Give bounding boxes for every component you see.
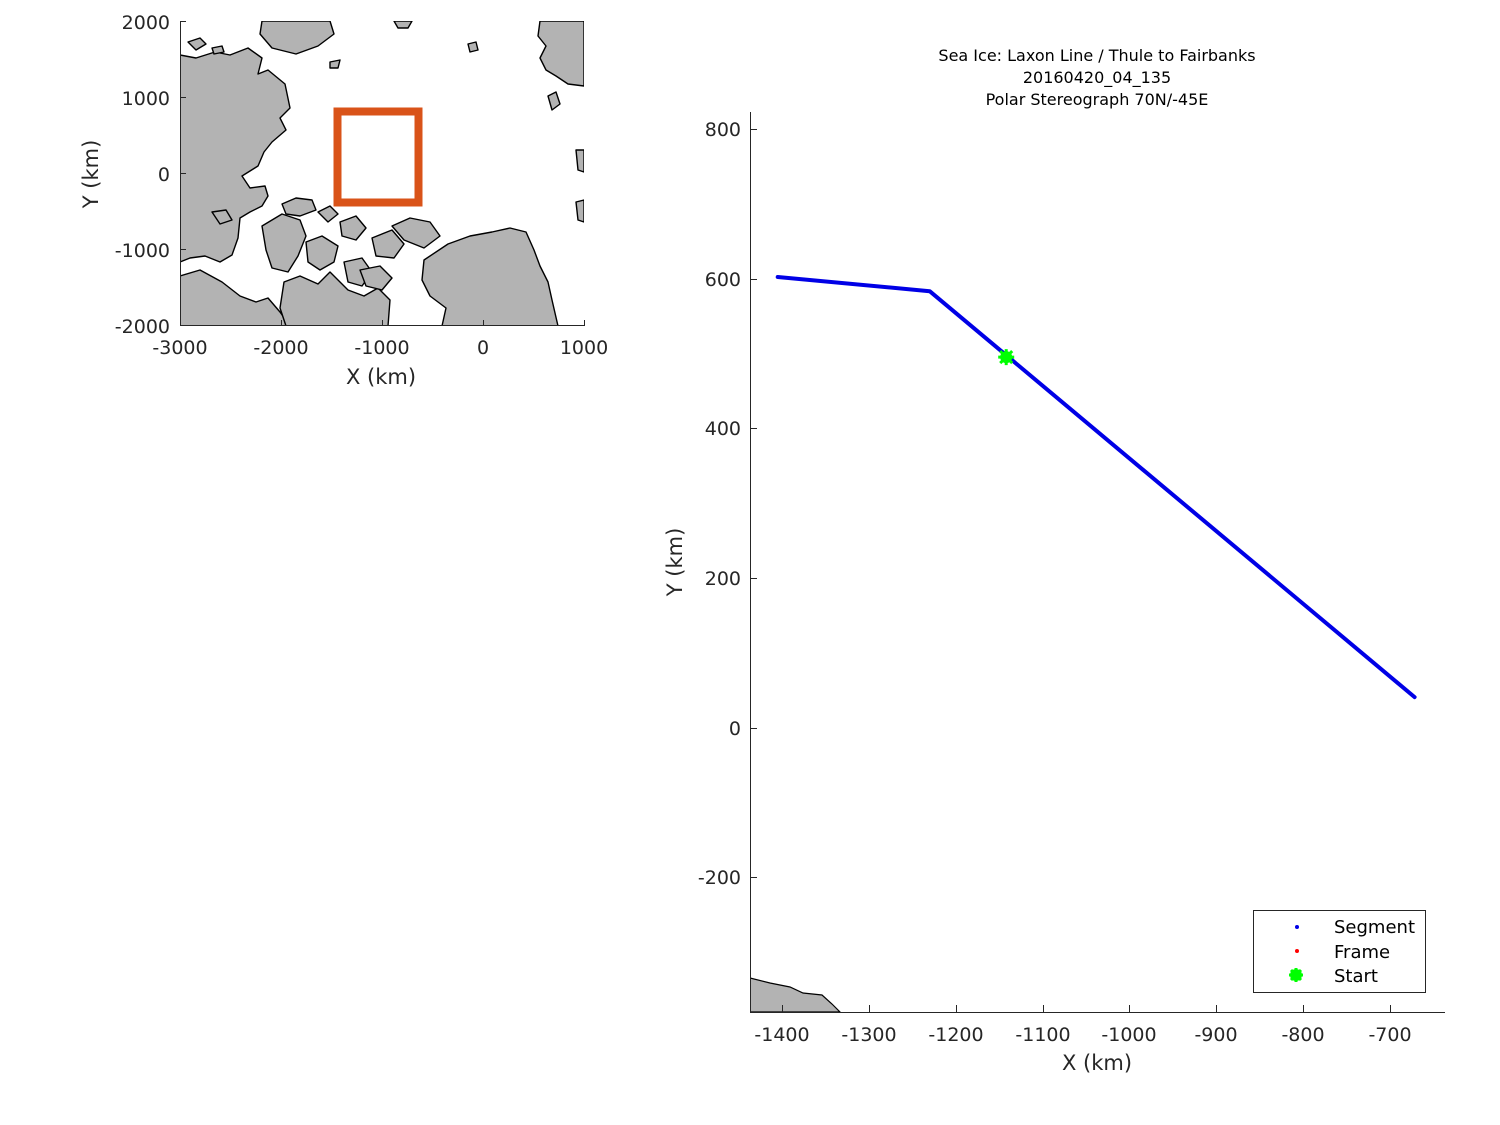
land-archipelago-8	[359, 265, 393, 291]
xtick-label: -1000	[354, 337, 409, 359]
ytick-label: 600	[705, 269, 741, 291]
land-archipelago-5	[371, 229, 405, 259]
ytick-label: 0	[729, 718, 741, 740]
legend-label-frame: Frame	[1334, 942, 1390, 963]
land-greenland	[421, 227, 559, 326]
overview-xtick-labels: -3000 -2000 -1000 0 1000	[152, 337, 608, 359]
main-y-axis-label: Y (km)	[663, 528, 687, 598]
xtick-label: -1300	[841, 1024, 896, 1046]
legend-box	[1253, 910, 1426, 993]
land-canada-main	[279, 271, 391, 326]
xtick-label: -900	[1194, 1024, 1237, 1046]
overview-x-axis-label: X (km)	[346, 365, 416, 389]
ytick-label: -200	[698, 867, 741, 889]
overview-ytick-labels: 2000 1000 0 -1000 -2000	[115, 12, 170, 338]
chart-title-line-2: 20160420_04_135	[1023, 68, 1171, 88]
legend-marker-start	[1289, 968, 1303, 982]
land-islands-top	[187, 37, 225, 55]
overview-y-axis-label: Y (km)	[79, 140, 103, 210]
ytick-label: 0	[158, 164, 170, 186]
ytick-label: 1000	[122, 88, 170, 110]
ytick-label: 800	[705, 119, 741, 141]
legend-marker-frame	[1295, 949, 1299, 953]
land-archipelago-9	[211, 205, 339, 225]
land-archipelago-6	[391, 217, 441, 249]
overview-map: 2000 1000 0 -1000 -2000 -3000 -2000 -100…	[79, 12, 608, 389]
main-land-corner	[750, 977, 841, 1012]
legend: Segment Frame Start	[1253, 910, 1426, 993]
chart-title-line-1: Sea Ice: Laxon Line / Thule to Fairbanks	[938, 46, 1255, 65]
xtick-label: -2000	[253, 337, 308, 359]
overview-axes	[180, 21, 585, 326]
xtick-label: -800	[1281, 1024, 1324, 1046]
segment-track-line	[775, 275, 1417, 700]
land-archipelago-1	[261, 213, 307, 273]
xtick-label: -1000	[1101, 1024, 1156, 1046]
main-x-axis-label: X (km)	[1062, 1051, 1132, 1075]
land-archipelago-4	[339, 215, 367, 241]
land-archipelago-3	[305, 235, 339, 271]
area-of-interest-box	[333, 107, 423, 207]
main-ytick-labels: 800 600 400 200 0 -200	[698, 119, 741, 889]
legend-label-start: Start	[1334, 966, 1378, 987]
xtick-label: -1200	[928, 1024, 983, 1046]
legend-marker-segment	[1295, 925, 1299, 929]
chart-title-line-3: Polar Stereograph 70N/-45E	[986, 90, 1209, 109]
land-siberia	[180, 47, 291, 263]
ytick-label: 2000	[122, 12, 170, 34]
land-northeast	[537, 21, 584, 87]
xtick-label: -1400	[754, 1024, 809, 1046]
overview-land	[180, 21, 584, 326]
main-axes	[750, 112, 1445, 1013]
xtick-label: 1000	[560, 337, 608, 359]
ytick-label: 200	[705, 568, 741, 590]
ytick-label: -1000	[115, 240, 170, 262]
land-alaska	[180, 269, 291, 326]
land-east-islands	[575, 149, 584, 223]
legend-label-segment: Segment	[1334, 917, 1415, 938]
ytick-label: -2000	[115, 316, 170, 338]
xtick-label: 0	[477, 337, 489, 359]
xtick-label: -700	[1368, 1024, 1411, 1046]
main-xtick-labels: -1400 -1300 -1200 -1100 -1000 -900 -800 …	[754, 1024, 1411, 1046]
start-marker	[998, 349, 1015, 366]
land-siberia-top	[259, 21, 335, 55]
land-archipelago-2	[281, 197, 317, 217]
xtick-label: -3000	[152, 337, 207, 359]
xtick-label: -1100	[1015, 1024, 1070, 1046]
main-data-marks	[775, 275, 1417, 700]
main-plot: Sea Ice: Laxon Line / Thule to Fairbanks…	[663, 46, 1445, 1075]
land-northeast-islands	[329, 21, 561, 111]
ytick-label: 400	[705, 418, 741, 440]
